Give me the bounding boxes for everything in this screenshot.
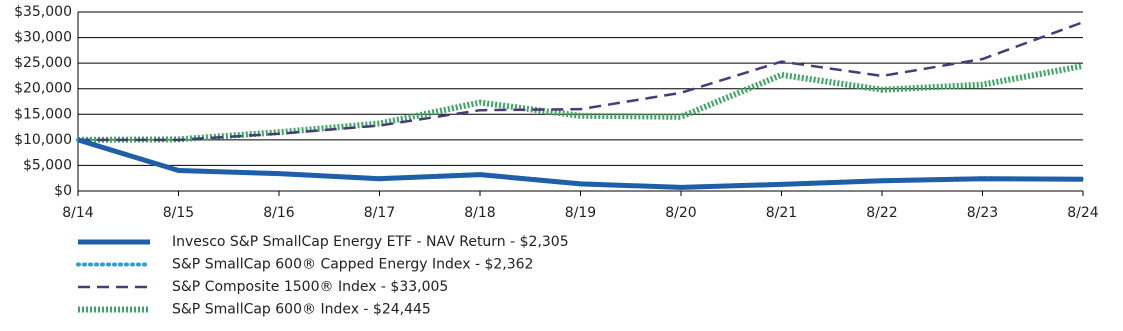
x-tick-label: 8/23 — [967, 205, 998, 221]
legend-label: Invesco S&P SmallCap Energy ETF - NAV Re… — [172, 234, 569, 250]
y-tick-label: $5,000 — [23, 157, 72, 173]
x-tick-label: 8/24 — [1067, 205, 1099, 221]
y-tick-label: $10,000 — [14, 132, 72, 148]
x-tick-label: 8/14 — [62, 205, 94, 221]
x-tick-label: 8/19 — [565, 205, 596, 221]
x-tick-label: 8/21 — [766, 205, 797, 221]
x-tick-label: 8/22 — [866, 205, 897, 221]
legend-label: S&P SmallCap 600® Index - $24,445 — [172, 302, 431, 318]
y-tick-label: $0 — [54, 183, 72, 199]
legend-label: S&P Composite 1500® Index - $33,005 — [172, 279, 448, 295]
x-tick-label: 8/15 — [163, 205, 194, 221]
y-tick-label: $30,000 — [14, 30, 72, 46]
x-tick-label: 8/17 — [364, 205, 395, 221]
legend-label: S&P SmallCap 600® Capped Energy Index - … — [172, 257, 533, 273]
x-tick-label: 8/18 — [464, 205, 495, 221]
y-tick-label: $15,000 — [14, 106, 72, 122]
y-tick-label: $25,000 — [14, 55, 72, 71]
y-tick-label: $35,000 — [14, 4, 72, 20]
series-line — [78, 21, 1084, 142]
y-tick-label: $20,000 — [14, 81, 72, 97]
x-tick-label: 8/16 — [263, 205, 295, 221]
series-line — [77, 137, 1084, 190]
series-line — [77, 63, 1084, 143]
x-tick-label: 8/20 — [665, 205, 696, 221]
